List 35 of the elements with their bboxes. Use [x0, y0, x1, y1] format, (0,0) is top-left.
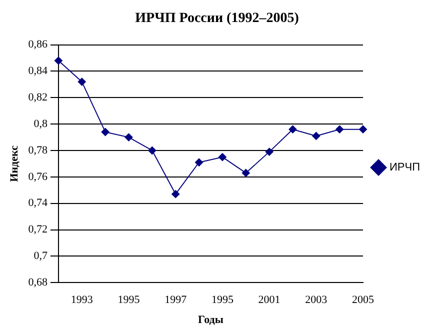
x-tick-label: 2001: [258, 294, 280, 306]
point: [78, 78, 86, 86]
point: [242, 168, 250, 177]
y-tick-label: 0,86: [28, 38, 48, 51]
x-tick-label: 1995: [118, 294, 140, 306]
y-tick-label: 0,76: [28, 170, 48, 183]
x-tick-label: 1993: [70, 294, 94, 306]
y-tick-label: 0,74: [28, 197, 48, 210]
point: [218, 153, 226, 162]
point: [336, 125, 344, 134]
x-tick-label: 2005: [352, 294, 375, 306]
chart-title: ИРЧП России (1992–2005): [135, 11, 300, 26]
x-tick-label: 1995: [211, 294, 234, 306]
point: [54, 56, 62, 65]
point: [172, 190, 180, 198]
y-tick-label: 0,68: [28, 276, 48, 288]
x-tick-label: 1997: [164, 294, 188, 306]
y-tick-label: 0,72: [28, 224, 48, 236]
point: [288, 125, 297, 134]
point: [124, 133, 133, 142]
y-tick-label: 0,78: [28, 144, 48, 156]
point: [359, 125, 368, 134]
point: [195, 158, 204, 166]
y-tick-label: 0,82: [28, 92, 48, 104]
y-tick-label: 0,7: [34, 250, 48, 262]
point: [312, 132, 320, 140]
point: [148, 146, 156, 154]
x-tick-label: 2003: [305, 294, 328, 306]
y-axis-title: Индекс: [8, 145, 20, 182]
x-axis-title: Годы: [198, 314, 224, 326]
y-tick-label: 0,8: [34, 118, 48, 130]
y-tick-label: 0,84: [28, 65, 48, 78]
legend-label: ИРЧП: [390, 162, 420, 174]
point: [101, 128, 110, 136]
point: [265, 148, 274, 156]
